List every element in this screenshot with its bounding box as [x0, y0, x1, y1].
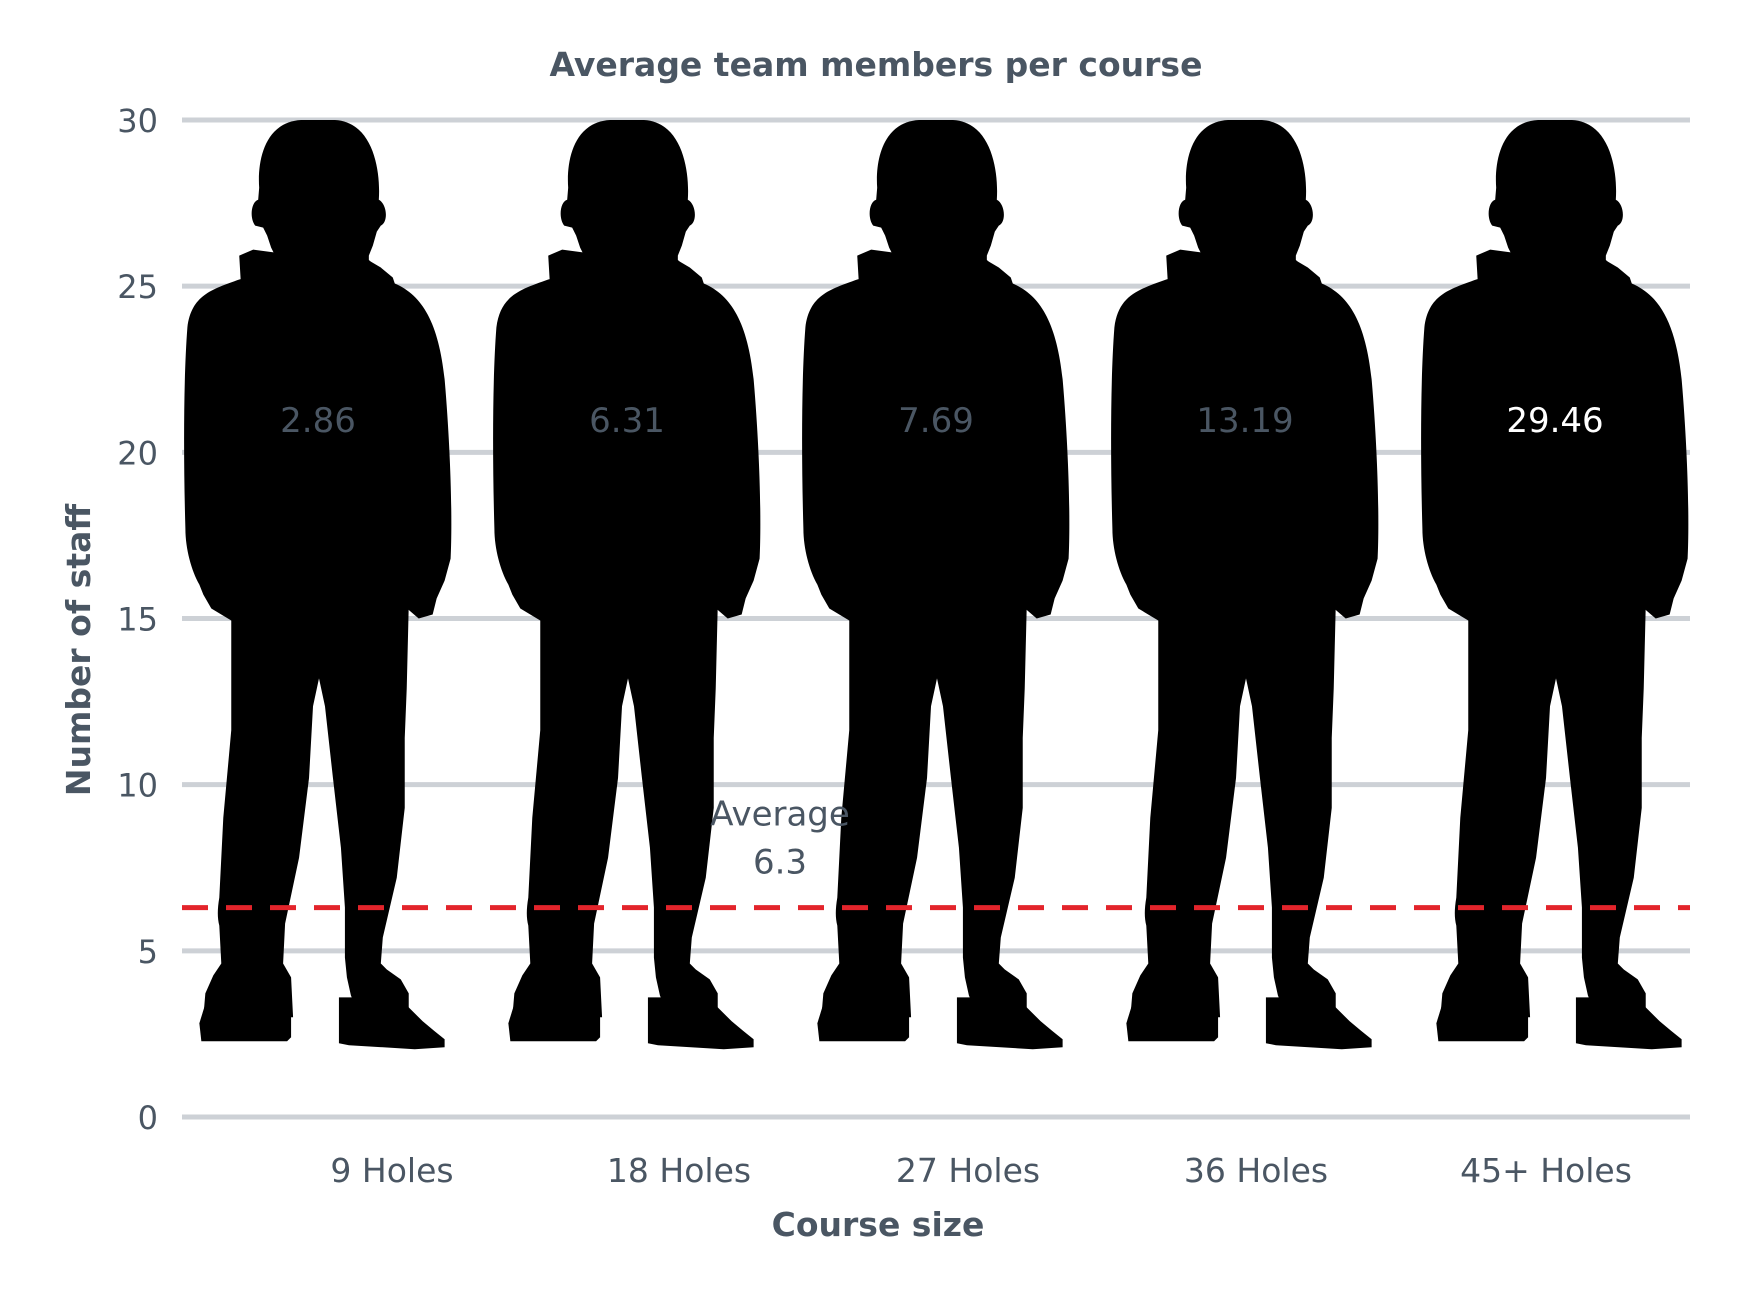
value-label: 2.86: [280, 401, 356, 441]
average-label: Average: [710, 795, 850, 835]
x-axis-label: Course size: [772, 1205, 985, 1244]
category-label: 9 Holes: [330, 1151, 453, 1190]
figure-0: 2.86: [184, 120, 452, 1050]
value-label: 6.31: [589, 401, 665, 441]
figure-2: 7.69: [802, 120, 1070, 1050]
figure-1: 6.31: [493, 120, 761, 1050]
average-value: 6.3: [753, 843, 807, 883]
y-tick-label: 15: [117, 601, 158, 639]
y-tick-label: 10: [117, 767, 158, 805]
y-tick-label: 5: [138, 933, 158, 971]
y-tick-label: 30: [117, 102, 158, 140]
category-label: 27 Holes: [896, 1151, 1040, 1190]
chart-title: Average team members per course: [550, 45, 1203, 84]
figure-3: 13.19: [1111, 120, 1379, 1050]
y-tick-label: 20: [117, 434, 158, 472]
category-label: 36 Holes: [1184, 1151, 1328, 1190]
value-label: 29.46: [1506, 401, 1603, 441]
figures: 2.86 6.31 7.69 13.19 29.46: [184, 120, 1689, 1050]
category-labels: 9 Holes 18 Holes 27 Holes 36 Holes 45+ Holes: [330, 1151, 1631, 1190]
value-label: 13.19: [1196, 401, 1293, 441]
y-tick-labels: 0 5 10 15 20 25 30: [117, 102, 158, 1137]
y-tick-label: 0: [138, 1099, 158, 1137]
category-label: 18 Holes: [607, 1151, 751, 1190]
y-axis-label: Number of staff: [59, 503, 98, 796]
value-label: 7.69: [898, 401, 974, 441]
y-tick-label: 25: [117, 268, 158, 306]
category-label: 45+ Holes: [1460, 1151, 1632, 1190]
figure-4: 29.46: [1421, 120, 1689, 1050]
